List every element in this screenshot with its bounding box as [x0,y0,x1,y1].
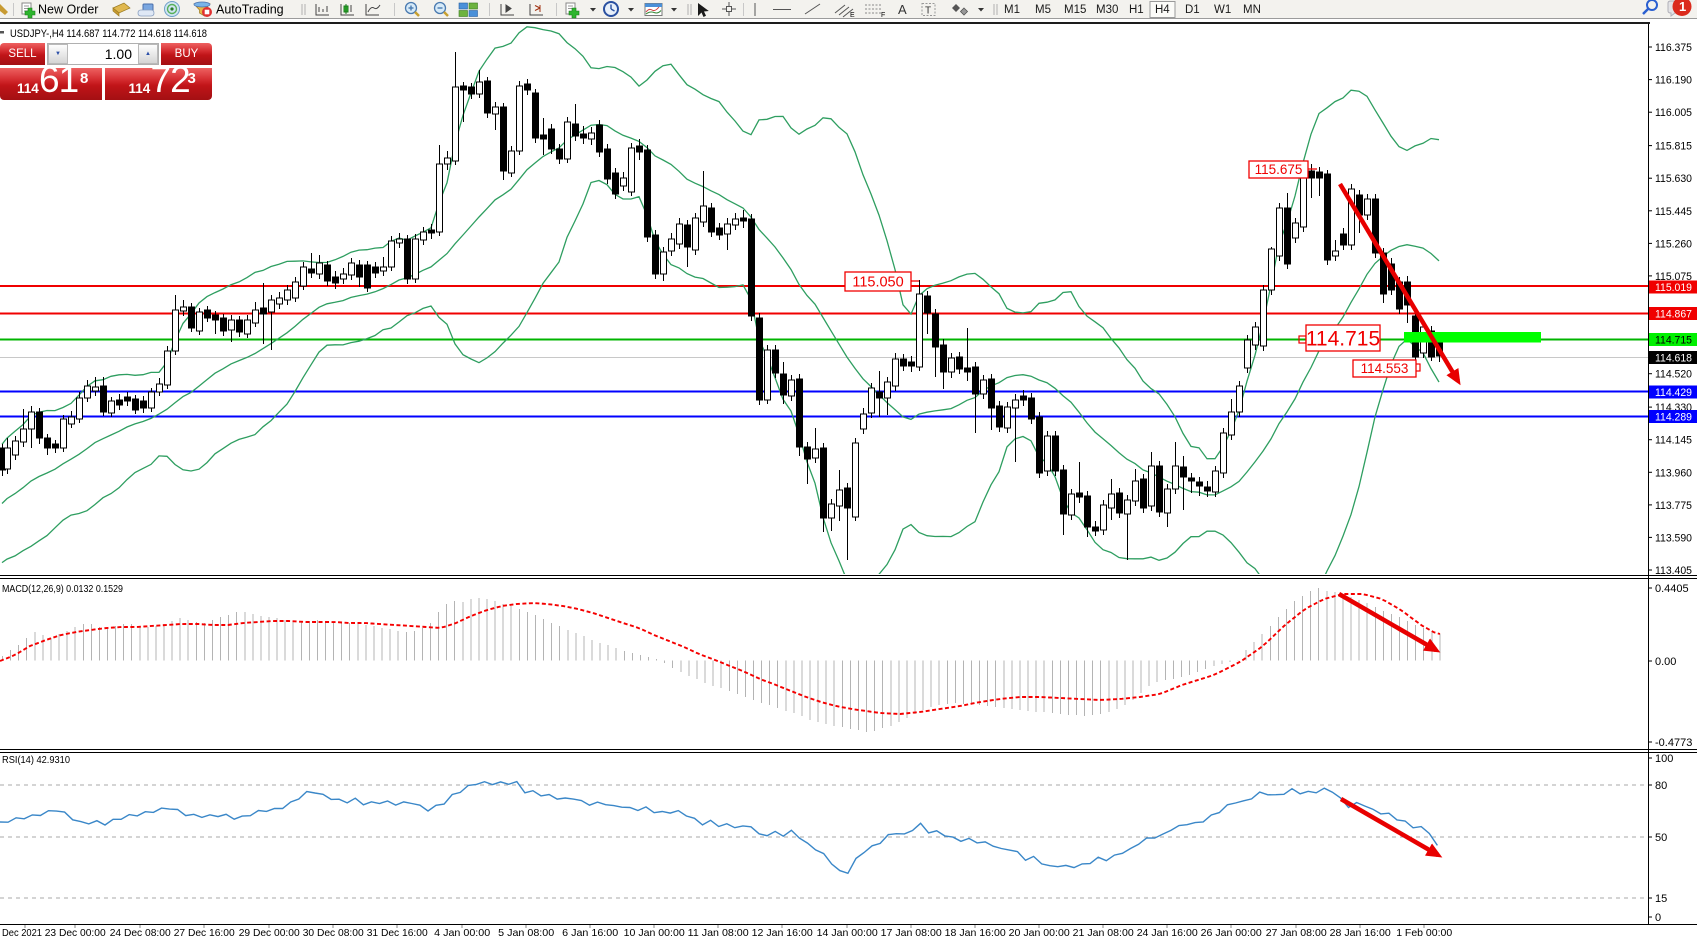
svg-text:0.4405: 0.4405 [1655,583,1689,595]
svg-text:H1: H1 [1129,4,1144,16]
svg-text:115.630: 115.630 [1655,173,1692,185]
svg-text:116.005: 116.005 [1655,107,1692,119]
svg-text:24 Jan 16:00: 24 Jan 16:00 [1137,927,1198,939]
svg-text:27 Jan 08:00: 27 Jan 08:00 [1266,927,1327,939]
svg-text:5 Jan 08:00: 5 Jan 08:00 [498,927,554,939]
svg-text:MACD(12,26,9) 0.0132 0.1529: MACD(12,26,9) 0.0132 0.1529 [2,583,123,595]
svg-text:21 Jan 08:00: 21 Jan 08:00 [1073,927,1134,939]
svg-text:M15: M15 [1064,4,1086,16]
svg-text:USDJPY-,H4 114.687 114.772 11: USDJPY-,H4 114.687 114.772 114.618 114.6… [10,28,207,40]
svg-text:115.019: 115.019 [1655,282,1692,294]
svg-text:28 Jan 16:00: 28 Jan 16:00 [1330,927,1391,939]
svg-text:114.715: 114.715 [1306,327,1380,350]
svg-text:Dec 2021: Dec 2021 [2,927,42,939]
svg-text:1: 1 [1679,0,1686,14]
svg-text:115.445: 115.445 [1655,206,1692,218]
svg-text:50: 50 [1655,832,1667,844]
svg-text:114.715: 114.715 [1655,335,1692,347]
svg-text:114.618: 114.618 [1655,353,1692,365]
svg-text:115.815: 115.815 [1655,141,1692,153]
svg-text:115.050: 115.050 [852,275,903,291]
svg-text:E: E [850,12,855,19]
svg-text:115.260: 115.260 [1655,238,1692,250]
svg-text:MN: MN [1243,4,1261,16]
svg-text:A: A [898,2,907,17]
svg-text:114.553: 114.553 [1361,361,1409,376]
svg-text:115.675: 115.675 [1255,162,1303,177]
svg-text:15: 15 [1655,893,1667,905]
svg-text:W1: W1 [1214,4,1231,16]
svg-text:1 Feb 00:00: 1 Feb 00:00 [1396,927,1452,939]
svg-text:23 Dec 00:00: 23 Dec 00:00 [45,927,106,939]
svg-text:4 Jan 00:00: 4 Jan 00:00 [434,927,490,939]
svg-text:H4: H4 [1155,4,1170,16]
svg-text:115.075: 115.075 [1655,271,1692,283]
svg-text:20 Jan 00:00: 20 Jan 00:00 [1009,927,1070,939]
svg-text:24 Dec 08:00: 24 Dec 08:00 [110,927,171,939]
svg-text:113.960: 113.960 [1655,467,1692,479]
svg-text:26 Jan 00:00: 26 Jan 00:00 [1201,927,1262,939]
svg-text:114.145: 114.145 [1655,435,1692,447]
svg-text:114.289: 114.289 [1655,412,1692,424]
svg-text:AutoTrading: AutoTrading [216,3,284,17]
svg-text:M5: M5 [1035,4,1051,16]
svg-text:0.00: 0.00 [1655,656,1676,668]
svg-text:12 Jan 16:00: 12 Jan 16:00 [752,927,813,939]
svg-text:0: 0 [1655,912,1661,924]
svg-text:114.429: 114.429 [1655,387,1692,399]
svg-text:30 Dec 08:00: 30 Dec 08:00 [303,927,364,939]
svg-text:27 Dec 16:00: 27 Dec 16:00 [174,927,235,939]
svg-text:10 Jan 00:00: 10 Jan 00:00 [624,927,685,939]
svg-text:M30: M30 [1096,4,1118,16]
svg-text:113.405: 113.405 [1655,565,1692,577]
svg-text:M1: M1 [1004,4,1020,16]
svg-text:116.375: 116.375 [1655,42,1692,54]
svg-text:31 Dec 16:00: 31 Dec 16:00 [367,927,428,939]
svg-text:D1: D1 [1185,4,1200,16]
svg-text:100: 100 [1655,753,1673,765]
svg-text:114.867: 114.867 [1655,309,1692,321]
svg-text:RSI(14) 42.9310: RSI(14) 42.9310 [2,754,70,766]
svg-text:6 Jan 16:00: 6 Jan 16:00 [562,927,618,939]
svg-text:New Order: New Order [38,3,98,17]
svg-text:11 Jan 08:00: 11 Jan 08:00 [688,927,749,939]
svg-text:T: T [925,6,931,17]
svg-text:113.590: 113.590 [1655,532,1692,544]
svg-text:113.775: 113.775 [1655,500,1692,512]
svg-text:80: 80 [1655,780,1667,792]
svg-text:18 Jan 16:00: 18 Jan 16:00 [945,927,1006,939]
svg-text:-0.4773: -0.4773 [1655,737,1692,749]
svg-text:14 Jan 00:00: 14 Jan 00:00 [817,927,878,939]
svg-text:114.520: 114.520 [1655,369,1692,381]
svg-text:17 Jan 08:00: 17 Jan 08:00 [881,927,942,939]
svg-text:F: F [881,12,885,19]
svg-text:29 Dec 00:00: 29 Dec 00:00 [239,927,300,939]
svg-text:116.190: 116.190 [1655,75,1692,87]
